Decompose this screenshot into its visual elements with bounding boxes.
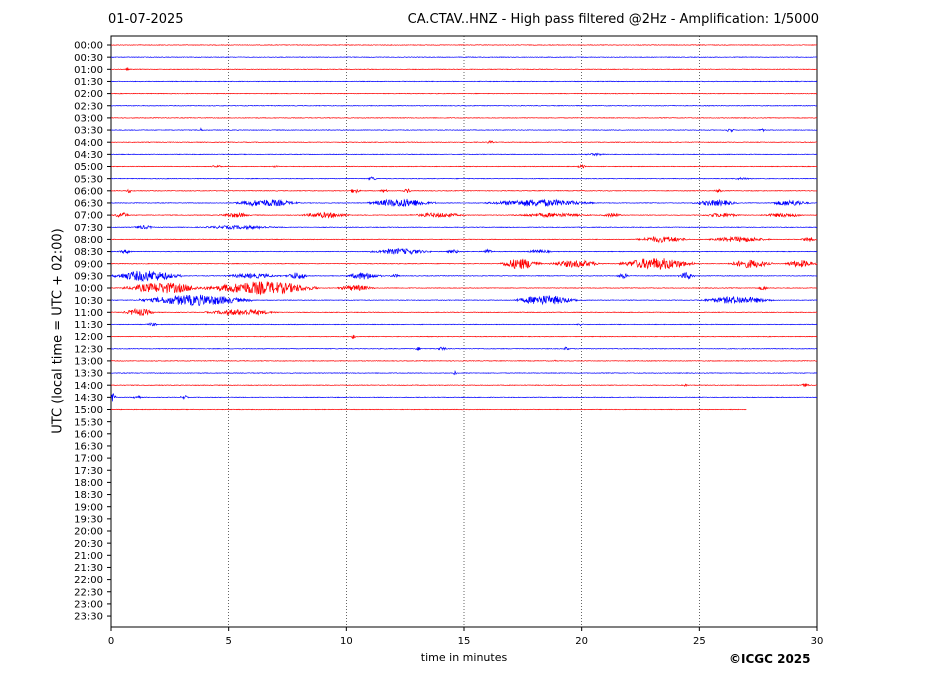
trace-1130 (110, 322, 818, 327)
y-tick-label: 03:30 (74, 126, 103, 137)
y-tick-label: 01:30 (74, 77, 103, 88)
trace-1330 (110, 369, 818, 376)
y-tick-label: 00:00 (74, 41, 103, 52)
trace-0830 (110, 247, 818, 255)
y-tick-label: 05:30 (74, 174, 103, 185)
plot-frame (110, 35, 818, 628)
y-tick-label: 07:00 (74, 211, 103, 222)
y-tick-label: 20:00 (74, 527, 103, 538)
x-tick-label-0: 0 (108, 636, 114, 647)
y-tick-label: 18:00 (74, 478, 103, 489)
trace-0100 (110, 66, 818, 72)
trace-0700 (110, 211, 818, 219)
trace-1300 (110, 359, 818, 362)
y-tick-label: 04:30 (74, 150, 103, 161)
y-tick-label: 13:00 (74, 357, 103, 368)
trace-0800 (110, 235, 818, 244)
x-tick-label-25: 25 (693, 636, 706, 647)
chart-title: CA.CTAV..HNZ - High pass filtered @2Hz -… (407, 12, 819, 27)
x-tick-label-15: 15 (458, 636, 471, 647)
y-tick-label: 18:30 (74, 490, 103, 501)
trace-0230 (110, 104, 818, 107)
y-tick-label: 20:30 (74, 539, 103, 550)
y-axis-label: UTC (local time = UTC + 02:00) (50, 228, 66, 434)
y-tick-label: 16:00 (74, 429, 103, 440)
copyright-label: ©ICGC 2025 (729, 652, 811, 666)
trace-0330 (110, 127, 818, 133)
trace-0630 (110, 198, 818, 207)
y-tick-label: 21:30 (74, 563, 103, 574)
date-label: 01-07-2025 (108, 12, 184, 27)
y-tick-label: 11:00 (74, 308, 103, 319)
y-tick-label: 10:30 (74, 296, 103, 307)
y-tick-label: 17:00 (74, 454, 103, 465)
trace-0200 (110, 92, 818, 95)
y-tick-label: 02:00 (74, 89, 103, 100)
trace-1030 (110, 294, 818, 307)
y-tick-label: 08:00 (74, 235, 103, 246)
trace-1000 (110, 281, 818, 296)
y-tick-label: 21:00 (74, 551, 103, 562)
y-tick-label: 14:00 (74, 381, 103, 392)
y-tick-label: 06:00 (74, 186, 103, 197)
y-tick-label: 16:30 (74, 442, 103, 453)
y-tick-label: 15:00 (74, 405, 103, 416)
trace-1400 (110, 382, 818, 388)
trace-0400 (110, 140, 818, 144)
y-tick-label: 12:00 (74, 332, 103, 343)
trace-0930 (110, 270, 818, 282)
y-tick-label: 09:00 (74, 259, 103, 270)
y-tick-label: 15:30 (74, 417, 103, 428)
y-tick-label: 01:00 (74, 65, 103, 76)
trace-0300 (110, 117, 818, 119)
y-tick-label: 19:00 (74, 502, 103, 513)
y-tick-label: 07:30 (74, 223, 103, 234)
y-tick-label: 12:30 (74, 344, 103, 355)
y-tick-label: 22:00 (74, 575, 103, 586)
y-tick-label: 11:30 (74, 320, 103, 331)
trace-1200 (110, 334, 818, 339)
y-tick-label: 22:30 (74, 587, 103, 598)
x-tick-label-20: 20 (575, 636, 588, 647)
trace-0530 (110, 176, 818, 181)
y-tick-label: 10:00 (74, 284, 103, 295)
y-tick-label: 13:30 (74, 369, 103, 380)
trace-1230 (110, 346, 818, 352)
y-tick-label: 05:00 (74, 162, 103, 173)
y-tick-label: 14:30 (74, 393, 103, 404)
y-tick-label: 04:00 (74, 138, 103, 149)
x-tick-label-10: 10 (340, 636, 353, 647)
trace-0730 (110, 224, 818, 231)
y-tick-label: 02:30 (74, 101, 103, 112)
trace-0000 (110, 44, 818, 46)
y-tick-label: 00:30 (74, 53, 103, 64)
y-tick-label: 19:30 (74, 514, 103, 525)
trace-1100 (110, 307, 818, 317)
y-tick-label: 09:30 (74, 271, 103, 282)
y-tick-label: 06:30 (74, 199, 103, 210)
trace-0600 (110, 188, 818, 194)
y-tick-label: 17:30 (74, 466, 103, 477)
x-tick-label-5: 5 (225, 636, 231, 647)
trace-0900 (110, 258, 818, 270)
x-tick-label-30: 30 (811, 636, 824, 647)
y-tick-label: 03:00 (74, 114, 103, 125)
y-tick-label: 08:30 (74, 247, 103, 258)
y-tick-label: 23:00 (74, 600, 103, 611)
trace-0030 (110, 56, 818, 58)
trace-1430 (110, 393, 818, 402)
trace-1500 (110, 408, 747, 411)
y-tick-label: 23:30 (74, 612, 103, 623)
trace-0430 (110, 152, 818, 157)
x-axis-label: time in minutes (420, 651, 508, 664)
trace-0500 (110, 163, 818, 169)
trace-0130 (110, 80, 818, 83)
